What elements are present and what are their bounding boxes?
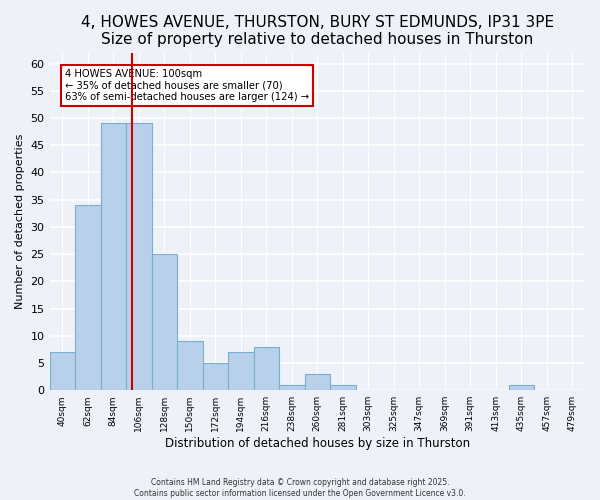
X-axis label: Distribution of detached houses by size in Thurston: Distribution of detached houses by size … (165, 437, 470, 450)
Text: Contains HM Land Registry data © Crown copyright and database right 2025.
Contai: Contains HM Land Registry data © Crown c… (134, 478, 466, 498)
Bar (228, 352, 254, 390)
Bar (509, 385, 534, 390)
Bar (177, 341, 203, 390)
Bar (279, 385, 305, 390)
Bar (330, 385, 356, 390)
Title: 4, HOWES AVENUE, THURSTON, BURY ST EDMUNDS, IP31 3PE
Size of property relative t: 4, HOWES AVENUE, THURSTON, BURY ST EDMUN… (81, 15, 554, 48)
Bar (254, 346, 279, 390)
Bar (203, 363, 228, 390)
Bar (126, 124, 152, 390)
Bar (50, 352, 75, 390)
Bar (101, 124, 126, 390)
Y-axis label: Number of detached properties: Number of detached properties (15, 134, 25, 309)
Bar (152, 254, 177, 390)
Bar (75, 205, 101, 390)
Bar (305, 374, 330, 390)
Text: 4 HOWES AVENUE: 100sqm
← 35% of detached houses are smaller (70)
63% of semi-det: 4 HOWES AVENUE: 100sqm ← 35% of detached… (65, 69, 310, 102)
